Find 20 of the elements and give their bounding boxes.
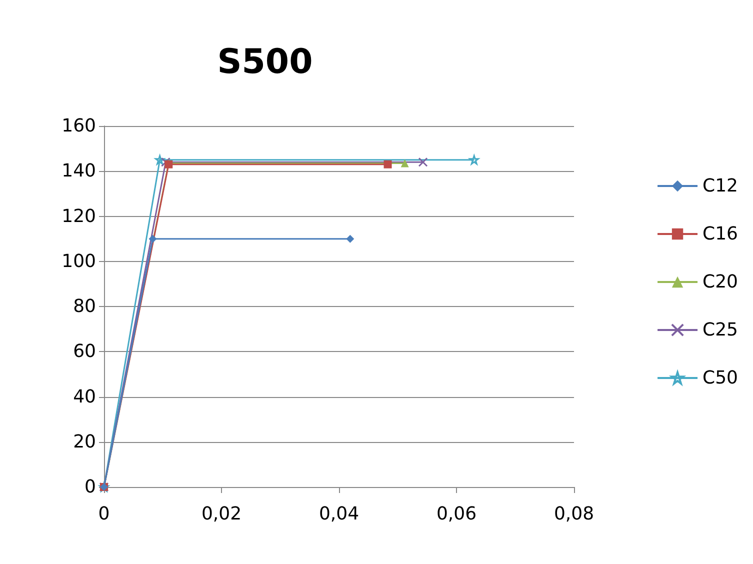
y-tick-label: 80 <box>73 296 96 317</box>
legend-label: C25 <box>702 320 738 340</box>
x-tick-label: 0,02 <box>201 504 242 524</box>
legend-label: C12 <box>702 176 738 196</box>
y-tick-label: 100 <box>62 250 96 272</box>
y-tick-label: 60 <box>73 341 96 362</box>
y-tick-label: 140 <box>62 160 96 182</box>
chart-title: S500 <box>217 42 313 82</box>
x-tick-label: 0,08 <box>554 504 594 524</box>
legend-label: C50 <box>702 368 738 388</box>
y-tick-label: 120 <box>62 206 96 227</box>
x-tick-label: 0,06 <box>436 504 477 524</box>
y-tick-label: 40 <box>73 386 96 408</box>
y-tick-label: 0 <box>84 476 96 498</box>
x-tick-label: 0,04 <box>318 504 360 524</box>
y-tick-label: 20 <box>73 431 96 452</box>
legend-label: C20 <box>702 272 738 292</box>
legend-label: C16 <box>702 224 738 244</box>
x-tick-label: 0 <box>98 504 110 524</box>
y-tick-label: 160 <box>62 116 96 136</box>
